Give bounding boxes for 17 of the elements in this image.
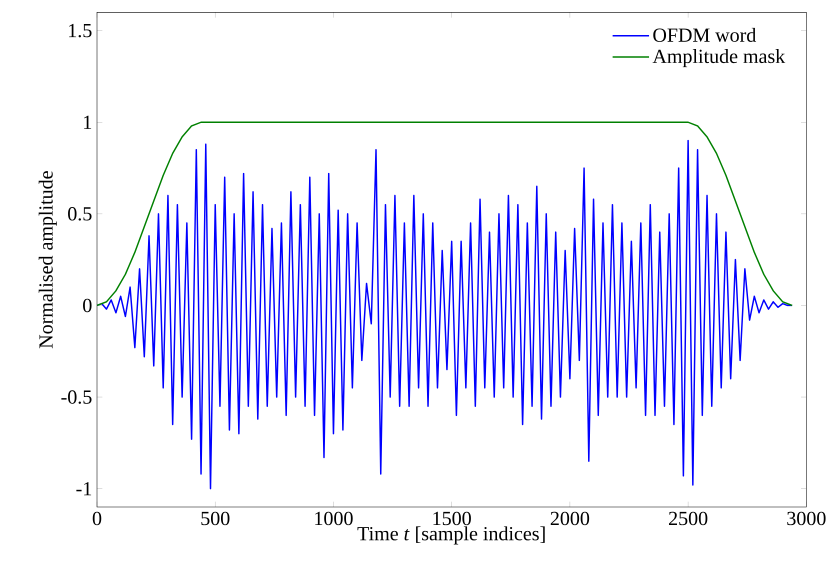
x-tick-label: 2500: [668, 512, 708, 526]
y-tick-label: 1.5: [69, 24, 92, 38]
y-tick-label: 0.5: [68, 207, 92, 221]
y-tick-label: -0.5: [61, 390, 92, 404]
x-axis-title: Time t [sample indices]: [357, 526, 545, 544]
x-tick-label: 1500: [433, 512, 471, 526]
y-tick-label: -1: [76, 482, 92, 496]
y-axis-title: Normalised amplitude: [38, 171, 57, 348]
x-tick-label: 500: [201, 512, 230, 526]
legend-label: OFDM word: [653, 28, 756, 42]
legend-label: Amplitude mask: [652, 49, 786, 68]
x-tick-label: 3000: [787, 512, 826, 526]
y-tick-label: 0: [83, 298, 92, 312]
x-tick-label: 1000: [315, 512, 353, 526]
x-tick-label: 2000: [550, 512, 590, 526]
y-tick-label: 1: [84, 116, 92, 129]
x-tick-label: 0: [92, 512, 102, 526]
